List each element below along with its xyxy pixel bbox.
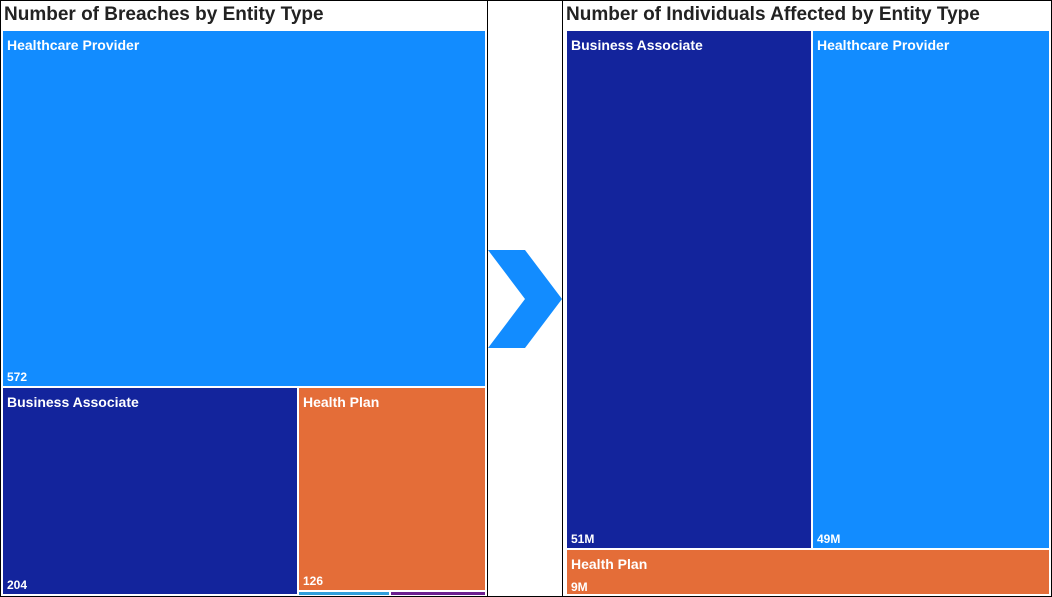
- tile-value: 9M: [571, 580, 588, 594]
- tile-label: Health Plan: [571, 556, 648, 572]
- breaches-chart-title: Number of Breaches by Entity Type: [4, 4, 324, 25]
- individuals-chart-title: Number of Individuals Affected by Entity…: [566, 4, 980, 25]
- tile-label: Healthcare Provider: [7, 37, 140, 53]
- tile-value: 51M: [571, 532, 595, 546]
- tile-small-2[interactable]: [390, 591, 486, 595]
- chevron-right-icon: [488, 250, 562, 348]
- tile-health-plan[interactable]: Health Plan 9M: [566, 549, 1050, 595]
- individuals-panel: Number of Individuals Affected by Entity…: [562, 1, 1051, 596]
- tile-health-plan[interactable]: Health Plan 126: [298, 387, 486, 591]
- individuals-treemap: Business Associate 51M Healthcare Provid…: [563, 30, 1051, 596]
- tile-business-associate[interactable]: Business Associate 51M: [566, 30, 812, 549]
- tile-label: Healthcare Provider: [817, 37, 950, 53]
- tile-healthcare-provider[interactable]: Healthcare Provider 49M: [812, 30, 1050, 549]
- tile-value: 572: [7, 370, 28, 384]
- tile-label: Business Associate: [7, 394, 139, 410]
- breaches-panel: Number of Breaches by Entity Type Health…: [1, 1, 488, 596]
- breaches-treemap: Healthcare Provider 572 Business Associa…: [1, 30, 487, 596]
- tile-label: Health Plan: [303, 394, 380, 410]
- tile-label: Business Associate: [571, 37, 703, 53]
- chevron-right-shape: [488, 250, 562, 348]
- tile-value: 126: [303, 574, 324, 588]
- tile-healthcare-provider[interactable]: Healthcare Provider 572: [2, 30, 486, 387]
- tile-business-associate[interactable]: Business Associate 204: [2, 387, 298, 595]
- tile-value: 204: [7, 578, 28, 592]
- tile-small-1[interactable]: [298, 591, 390, 595]
- tile-value: 49M: [817, 532, 841, 546]
